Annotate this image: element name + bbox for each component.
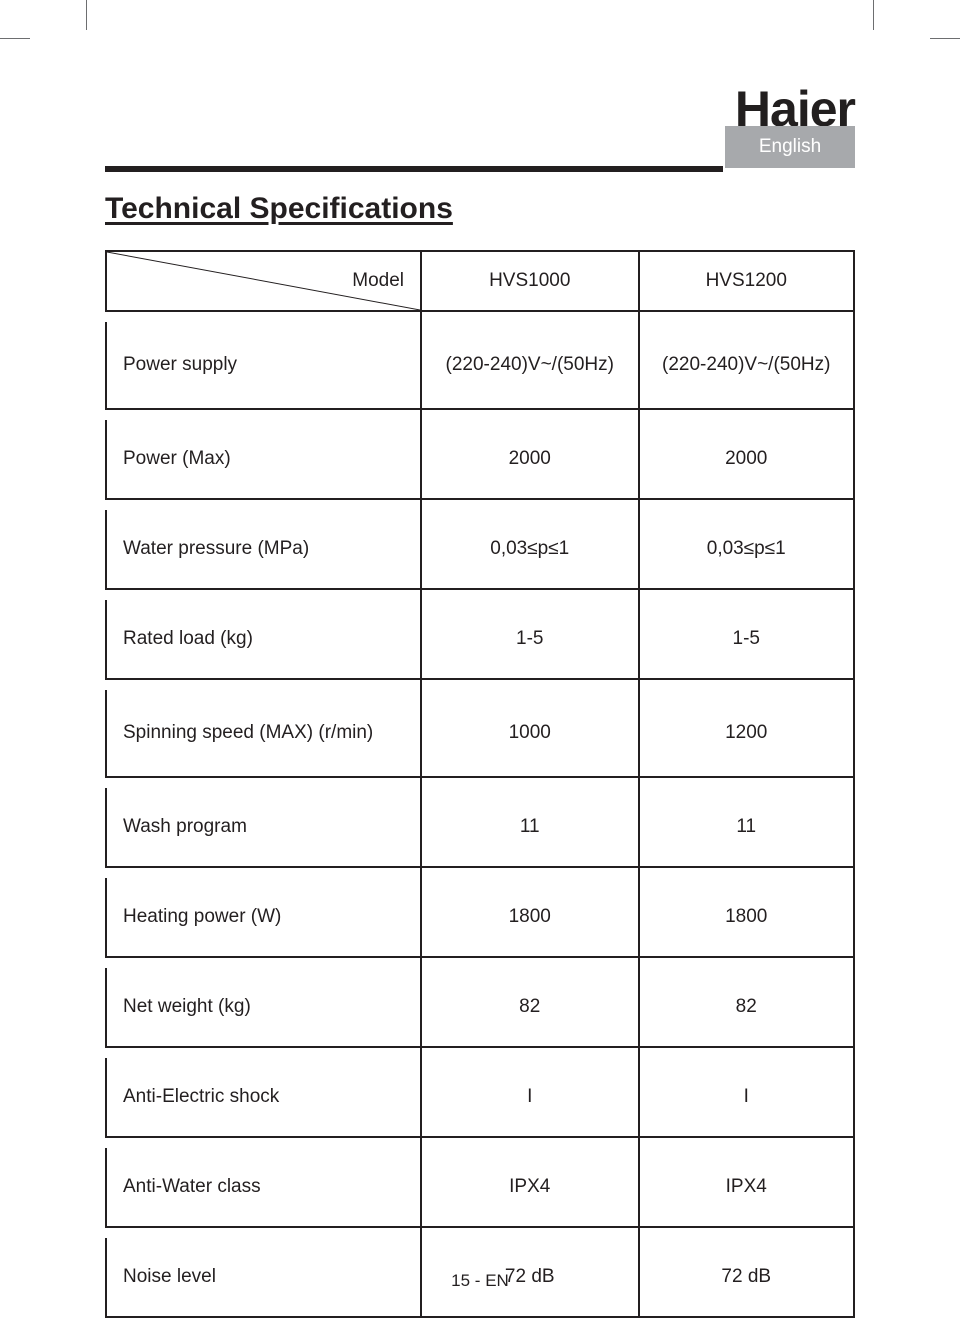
table-header-row: Model HVS1000 HVS1200: [105, 250, 855, 312]
table-header-col1: HVS1000: [420, 250, 638, 312]
header-rule: [105, 166, 723, 172]
spec-value-col1: (220-240)V~/(50Hz): [420, 322, 638, 410]
spec-label: Anti-Water class: [105, 1148, 420, 1228]
table-gap-row: [105, 500, 855, 510]
spec-value-col1: 11: [420, 788, 638, 868]
spec-label: Spinning speed (MAX) (r/min): [105, 690, 420, 778]
content-area: Haier English Technical Specifications M…: [105, 80, 855, 1318]
spec-label: Power (Max): [105, 420, 420, 500]
spec-label: Net weight (kg): [105, 968, 420, 1048]
table-header-col2: HVS1200: [638, 250, 856, 312]
table-row: Spinning speed (MAX) (r/min)10001200: [105, 690, 855, 778]
table-gap-row: [105, 410, 855, 420]
spec-value-col2: I: [638, 1058, 856, 1138]
spec-value-col2: 11: [638, 788, 856, 868]
spec-table: Model HVS1000 HVS1200 Power supply(220-2…: [105, 250, 855, 1318]
table-row: Anti-Water classIPX4IPX4: [105, 1148, 855, 1228]
page-footer: 15 - EN: [0, 1271, 960, 1291]
table-row: Power supply(220-240)V~/(50Hz)(220-240)V…: [105, 322, 855, 410]
spec-value-col2: (220-240)V~/(50Hz): [638, 322, 856, 410]
spec-value-col2: 0,03≤p≤1: [638, 510, 856, 590]
table-gap-row: [105, 1138, 855, 1148]
crop-mark: [873, 0, 874, 30]
spec-value-col1: IPX4: [420, 1148, 638, 1228]
spec-value-col2: 1800: [638, 878, 856, 958]
table-gap-row: [105, 680, 855, 690]
table-row: Heating power (W)18001800: [105, 878, 855, 958]
table-gap-row: [105, 312, 855, 322]
spec-value-col1: 0,03≤p≤1: [420, 510, 638, 590]
table-row: Net weight (kg)8282: [105, 968, 855, 1048]
crop-mark: [930, 38, 960, 39]
table-gap-row: [105, 778, 855, 788]
language-label: English: [725, 126, 855, 168]
table-row: Water pressure (MPa)0,03≤p≤10,03≤p≤1: [105, 510, 855, 590]
crop-mark: [86, 0, 87, 30]
table-row: Anti-Electric shockII: [105, 1058, 855, 1138]
section-title: Technical Specifications: [105, 192, 453, 226]
spec-value-col2: 1-5: [638, 600, 856, 680]
language-bar: English: [105, 166, 855, 172]
spec-value-col1: 2000: [420, 420, 638, 500]
table-header-diag: Model: [105, 250, 420, 312]
spec-value-col2: 2000: [638, 420, 856, 500]
page: Haier English Technical Specifications M…: [0, 0, 960, 1325]
table-row: Power (Max)20002000: [105, 420, 855, 500]
spec-value-col2: 1200: [638, 690, 856, 778]
spec-label: Wash program: [105, 788, 420, 868]
spec-label: Anti-Electric shock: [105, 1058, 420, 1138]
spec-label: Heating power (W): [105, 878, 420, 958]
spec-value-col2: IPX4: [638, 1148, 856, 1228]
spec-label: Power supply: [105, 322, 420, 410]
spec-value-col1: I: [420, 1058, 638, 1138]
table-row: Rated load (kg)1-51-5: [105, 600, 855, 680]
spec-value-col2: 82: [638, 968, 856, 1048]
spec-value-col1: 1-5: [420, 600, 638, 680]
spec-value-col1: 1800: [420, 878, 638, 958]
spec-label: Rated load (kg): [105, 600, 420, 680]
spec-value-col1: 1000: [420, 690, 638, 778]
table-gap-row: [105, 1228, 855, 1238]
spec-label: Water pressure (MPa): [105, 510, 420, 590]
crop-mark: [0, 38, 30, 39]
spec-value-col1: 82: [420, 968, 638, 1048]
table-gap-row: [105, 1048, 855, 1058]
table-gap-row: [105, 958, 855, 968]
table-gap-row: [105, 868, 855, 878]
table-row: Wash program1111: [105, 788, 855, 868]
table-gap-row: [105, 590, 855, 600]
